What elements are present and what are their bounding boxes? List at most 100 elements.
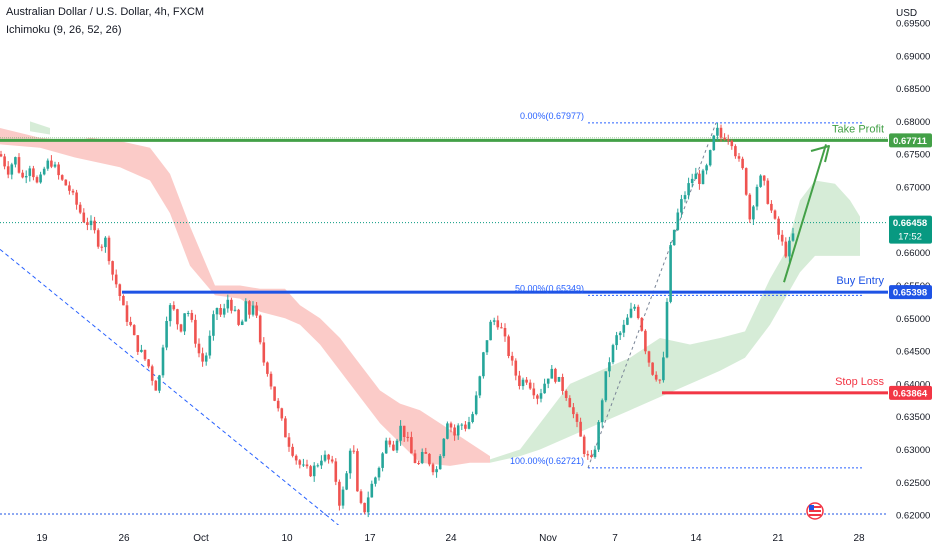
candle-body	[377, 467, 381, 478]
candle-body	[341, 489, 345, 506]
stop-loss-price-badge	[889, 385, 932, 400]
candle-body	[258, 315, 262, 343]
candle-body	[755, 186, 759, 207]
candle-body	[125, 305, 129, 322]
x-tick-label: 7	[612, 533, 618, 544]
candle-body	[251, 305, 255, 315]
candle-body	[586, 454, 590, 456]
candle-body	[539, 393, 543, 399]
y-tick-label: 0.67000	[896, 183, 930, 194]
candle-body	[136, 335, 140, 352]
candle-body	[147, 359, 150, 367]
y-tick-label: 0.62000	[896, 511, 930, 522]
projection-arrow-line	[783, 144, 827, 283]
price-axis: USD 0.69500 0.69000 0.68500 0.68000 0.67500 0…	[888, 0, 932, 525]
candle-body	[194, 319, 197, 344]
candle-body	[669, 245, 672, 302]
candle-body	[438, 456, 442, 470]
candle-body	[471, 414, 474, 422]
candle-body	[294, 455, 298, 461]
candle-body	[219, 308, 222, 315]
candle-body	[467, 422, 471, 429]
candle-body	[215, 308, 219, 315]
candle-body	[89, 220, 93, 226]
candle-body	[701, 170, 705, 185]
candle-body	[150, 366, 154, 381]
candle-body	[694, 173, 698, 179]
candle-body	[420, 452, 424, 464]
candle-body	[64, 179, 68, 186]
x-tick-label: Oct	[193, 533, 209, 544]
candle-body	[410, 437, 413, 454]
candle-body	[485, 340, 489, 353]
candle-body	[82, 212, 86, 223]
take-profit-line	[0, 138, 888, 142]
candle-body	[528, 382, 532, 389]
y-tick-label: 0.68500	[896, 84, 930, 95]
candle-body	[345, 473, 348, 490]
candle-body	[737, 156, 741, 159]
candle-body	[507, 336, 510, 356]
candle-body	[600, 400, 604, 423]
candle-body	[575, 414, 579, 422]
candle-body	[107, 237, 111, 262]
currency-label: USD	[896, 8, 917, 19]
candle-body	[680, 199, 683, 213]
cloud-bullish-early	[30, 121, 50, 135]
candle-body	[96, 230, 100, 247]
candle-body	[564, 391, 568, 398]
candle-body	[334, 461, 338, 482]
candle-body	[78, 204, 82, 213]
candle-body	[464, 424, 467, 429]
candle-body	[57, 164, 60, 176]
candle-body	[165, 321, 168, 348]
candle-body	[114, 274, 118, 285]
candle-body	[0, 154, 3, 157]
candle-body	[233, 309, 237, 311]
candle-body	[780, 234, 784, 242]
candle-body	[604, 371, 608, 401]
fib-level-label: 50.00%(0.65349)	[515, 283, 584, 293]
candle-body	[75, 192, 78, 205]
candle-body	[568, 398, 572, 408]
level-lines	[0, 122, 888, 527]
chart-title: Australian Dollar / U.S. Dollar, 4h, FXC…	[6, 6, 205, 18]
candle-body	[705, 165, 708, 171]
candle-body	[3, 156, 6, 167]
stop-loss-price-badge-label: 0.63864	[893, 388, 928, 399]
candle-body	[330, 459, 334, 462]
candle-body	[788, 240, 791, 257]
candle-body	[384, 440, 388, 454]
y-tick-label: 0.66000	[896, 248, 930, 259]
candle-body	[453, 427, 456, 436]
candle-body	[654, 374, 658, 380]
candle-body	[726, 139, 730, 141]
x-tick-label: 24	[445, 533, 457, 544]
us-event-flag-icon[interactable]	[806, 502, 824, 520]
candle-body	[140, 349, 143, 352]
candle-body	[719, 127, 723, 138]
candle-body	[626, 317, 629, 325]
candle-body	[302, 464, 305, 466]
indicator-label[interactable]: Ichimoku (9, 26, 52, 26)	[6, 24, 122, 36]
candle-body	[521, 379, 525, 387]
candle-body	[579, 421, 582, 437]
candle-body	[716, 127, 719, 136]
candle-body	[237, 309, 240, 325]
candle-body	[712, 135, 716, 151]
candle-body	[741, 158, 744, 169]
candle-body	[118, 284, 122, 296]
candle-body	[305, 464, 309, 467]
fib-connector	[587, 122, 717, 469]
x-tick-label: 14	[690, 533, 702, 544]
candle-body	[665, 301, 669, 358]
candle-body	[158, 375, 161, 391]
y-tick-label: 0.65000	[896, 314, 930, 325]
candle-body	[269, 373, 273, 387]
current-price-badge-countdown: 17:52	[898, 232, 922, 243]
candle-body	[593, 449, 597, 458]
candle-body	[93, 220, 96, 231]
take-profit-label: Take Profit	[832, 123, 884, 135]
